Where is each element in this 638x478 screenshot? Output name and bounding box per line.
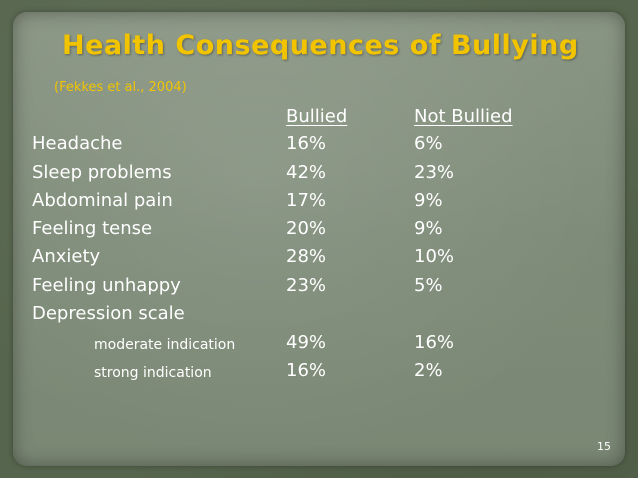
cell-bullied: 42%	[286, 162, 327, 183]
row-label: Feeling tense	[32, 218, 153, 239]
row-label: Depression scale	[32, 303, 185, 324]
row-label: Headache	[32, 133, 123, 154]
row-label: strong indication	[94, 365, 212, 381]
row-label: Feeling unhappy	[32, 275, 181, 296]
table-row: strong indication 16% 2%	[0, 360, 638, 388]
slide-title: Health Consequences of Bullying	[62, 30, 579, 61]
cell-not-bullied: 16%	[414, 332, 455, 353]
cell-not-bullied: 9%	[414, 190, 443, 211]
column-header-bullied: Bullied	[286, 106, 348, 127]
table-row: Headache 16% 6%	[0, 133, 638, 161]
table-row: Feeling unhappy 23% 5%	[0, 275, 638, 303]
content-panel	[13, 12, 625, 466]
cell-not-bullied: 10%	[414, 246, 455, 267]
cell-bullied: 28%	[286, 246, 327, 267]
table-row: moderate indication 49% 16%	[0, 332, 638, 360]
cell-not-bullied: 5%	[414, 275, 443, 296]
cell-not-bullied: 6%	[414, 133, 443, 154]
cell-bullied: 17%	[286, 190, 327, 211]
cell-bullied: 16%	[286, 360, 327, 381]
table-row: Depression scale	[0, 303, 638, 331]
cell-bullied: 23%	[286, 275, 327, 296]
table-row: Anxiety 28% 10%	[0, 246, 638, 274]
cell-bullied: 49%	[286, 332, 327, 353]
cell-bullied: 20%	[286, 218, 327, 239]
page-number: 15	[597, 440, 611, 453]
cell-not-bullied: 23%	[414, 162, 455, 183]
row-label: moderate indication	[94, 337, 236, 353]
table-row: Sleep problems 42% 23%	[0, 162, 638, 190]
table-row: Feeling tense 20% 9%	[0, 218, 638, 246]
slide-subtitle: (Fekkes et al., 2004)	[54, 80, 187, 95]
row-label: Anxiety	[32, 246, 101, 267]
row-label: Abdominal pain	[32, 190, 173, 211]
cell-bullied: 16%	[286, 133, 327, 154]
table-row: Abdominal pain 17% 9%	[0, 190, 638, 218]
column-header-not-bullied: Not Bullied	[414, 106, 513, 127]
cell-not-bullied: 2%	[414, 360, 443, 381]
row-label: Sleep problems	[32, 162, 172, 183]
cell-not-bullied: 9%	[414, 218, 443, 239]
